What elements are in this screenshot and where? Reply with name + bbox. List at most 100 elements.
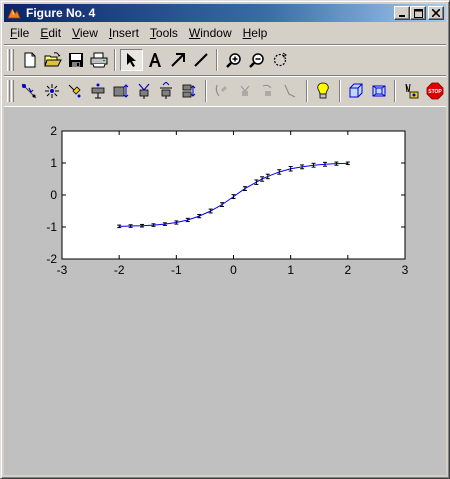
- menu-insert-accel: I: [108, 25, 113, 40]
- roll-camera-icon: [215, 84, 227, 97]
- menu-edit-accel: E: [40, 25, 49, 40]
- stop-sign-icon: STOP: [426, 82, 444, 100]
- menu-tools[interactable]: Tools: [144, 26, 183, 40]
- data-line: [119, 162, 348, 227]
- menu-bar: File Edit View Insert Tools Window Help: [4, 23, 446, 42]
- menu-tools-label: ools: [155, 25, 178, 40]
- x-tick-label: 0: [230, 263, 237, 277]
- menu-view-accel: V: [72, 25, 80, 40]
- edit-plot-button[interactable]: [120, 49, 143, 71]
- move-light-button[interactable]: [155, 80, 178, 102]
- title-bar[interactable]: Figure No. 4: [4, 4, 446, 22]
- close-button[interactable]: [428, 6, 444, 20]
- new-figure-button[interactable]: [18, 49, 41, 71]
- insert-text-button[interactable]: [143, 49, 166, 71]
- pan-camera-icon: [68, 84, 81, 98]
- insert-text-icon: [148, 53, 161, 67]
- x-tick-label: -2: [114, 263, 125, 277]
- zoom-out-button[interactable]: [245, 49, 268, 71]
- toolbar-grip[interactable]: [7, 49, 14, 71]
- orbit-light-button[interactable]: [41, 80, 64, 102]
- insert-arrow-button[interactable]: [166, 49, 189, 71]
- maximize-icon: [413, 8, 423, 18]
- camera-tilt-button[interactable]: [233, 80, 256, 102]
- pan-camera-button[interactable]: [64, 80, 87, 102]
- dolly-vertical-button[interactable]: [109, 80, 132, 102]
- camera-pan-button[interactable]: [256, 80, 279, 102]
- zoom-out-icon: [248, 53, 264, 68]
- open-file-button[interactable]: [41, 49, 64, 71]
- dolly-horizontal-button[interactable]: [86, 80, 109, 102]
- menu-file-label: ile: [17, 25, 30, 40]
- open-folder-icon: [43, 52, 62, 67]
- menu-insert-label: nsert: [112, 25, 139, 40]
- minimize-button[interactable]: [394, 6, 410, 20]
- close-icon: [432, 9, 440, 17]
- dolly-camera-button[interactable]: [132, 80, 155, 102]
- menu-file[interactable]: File: [4, 26, 34, 40]
- menu-help-label: elp: [251, 25, 268, 40]
- insert-line-icon: [193, 53, 208, 67]
- menu-edit[interactable]: Edit: [34, 26, 66, 40]
- window-title: Figure No. 4: [26, 6, 96, 20]
- menu-insert[interactable]: Insert: [103, 26, 144, 40]
- figure-canvas: -3 -2 -1 0 1 2 3 2 1 0 -1 -2: [4, 107, 446, 475]
- camera-pan-icon: [262, 84, 272, 96]
- toolbar-separator: [394, 80, 397, 102]
- toolbar-separator: [338, 80, 341, 102]
- save-figure-button[interactable]: [64, 49, 87, 71]
- maximize-button[interactable]: [410, 6, 426, 20]
- orbit-camera-icon: [22, 83, 37, 99]
- plot-edit-toolbar: STOP: [4, 75, 446, 107]
- x-tick-label: -3: [57, 263, 68, 277]
- toolbar-separator: [114, 49, 116, 71]
- y-tick-label: 0: [50, 188, 57, 202]
- stop-sign-label: STOP: [428, 89, 442, 95]
- toolbar-separator: [204, 80, 207, 102]
- zoom-camera-button[interactable]: [178, 80, 201, 102]
- save-icon: [68, 53, 83, 67]
- cube-ortho-icon: [349, 83, 363, 98]
- zoom-in-button[interactable]: [222, 49, 245, 71]
- toolbar-separator: [216, 49, 218, 71]
- camera-tilt-icon: [240, 85, 250, 96]
- new-file-icon: [24, 52, 35, 68]
- camera-walk-button[interactable]: [279, 80, 302, 102]
- x-tick-label: -1: [171, 263, 182, 277]
- y-tick-label: -1: [46, 220, 57, 234]
- y-tick-label: 2: [50, 124, 57, 138]
- zoom-camera-icon: [182, 84, 196, 98]
- reset-camera-button[interactable]: [400, 80, 423, 102]
- dolly-horizontal-icon: [91, 83, 105, 99]
- select-arrow-icon: [126, 53, 136, 67]
- y-tick-label: 1: [50, 156, 57, 170]
- menu-tools-accel: T: [149, 25, 156, 40]
- menu-window-accel: W: [188, 25, 201, 40]
- perspective-projection-button[interactable]: [368, 80, 391, 102]
- rotate-icon: [273, 52, 287, 67]
- toggle-scene-light-button[interactable]: [312, 80, 335, 102]
- print-figure-button[interactable]: [87, 49, 110, 71]
- orbit-light-icon: [45, 84, 60, 98]
- menu-window[interactable]: Window: [183, 26, 237, 40]
- insert-line-button[interactable]: [189, 49, 212, 71]
- orthographic-projection-button[interactable]: [345, 80, 368, 102]
- orbit-camera-button[interactable]: [18, 80, 41, 102]
- roll-camera-button[interactable]: [211, 80, 234, 102]
- reset-camera-icon: [405, 83, 419, 99]
- toolbar-grip[interactable]: [7, 80, 14, 102]
- y-tick-label: -2: [46, 252, 57, 266]
- stop-camera-button[interactable]: STOP: [423, 80, 446, 102]
- x-tick-label: 2: [344, 263, 351, 277]
- menu-help[interactable]: Help: [237, 26, 273, 40]
- matlab-icon: [7, 8, 21, 19]
- print-icon: [90, 52, 107, 68]
- x-tick-label: 1: [287, 263, 294, 277]
- x-tick-label: 3: [402, 263, 409, 277]
- menu-view-label: iew: [79, 25, 98, 40]
- menu-view[interactable]: View: [66, 26, 103, 40]
- figure-toolbar: [4, 44, 446, 76]
- rotate-3d-button[interactable]: [268, 49, 291, 71]
